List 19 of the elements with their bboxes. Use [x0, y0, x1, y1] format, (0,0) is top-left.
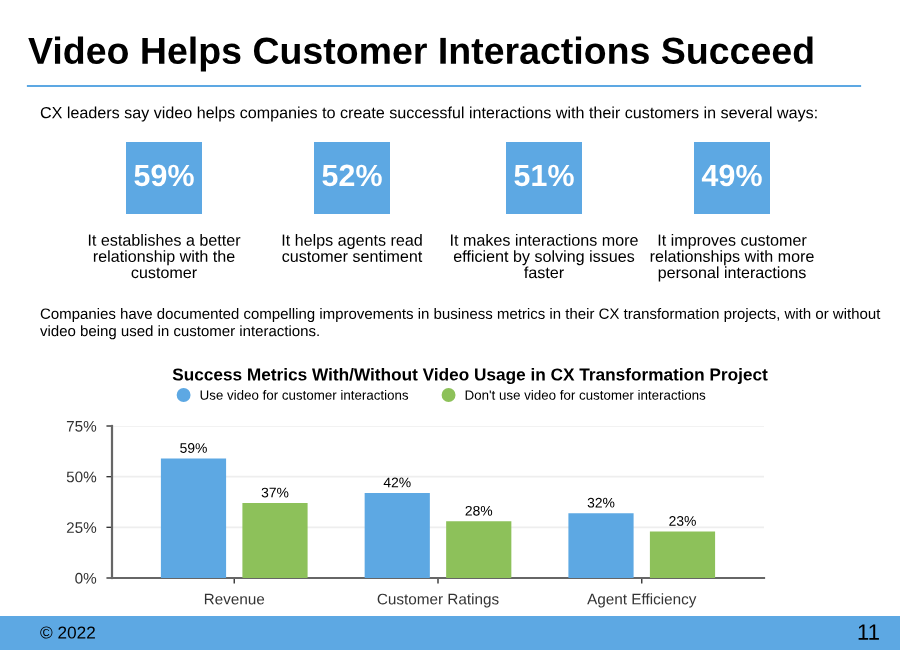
text: It makes interactions more efficient by solving issues faster [451, 234, 638, 279]
chart-title: Success Metrics With/Without Video Usage in CX Transformation Project [172, 367, 768, 385]
bar [364, 492, 430, 578]
bar [446, 521, 512, 578]
text: It establishes a better relationship with the customer [88, 234, 241, 279]
text: CX leaders say video helps companies to create successful interactions with their customers in several ways: [40, 106, 817, 122]
text: 49% [701, 164, 762, 187]
text: © 2022 [40, 626, 95, 639]
text: Video Helps Customer Interactions Succeed [28, 36, 813, 72]
text: 51% [514, 164, 574, 187]
bar [649, 531, 716, 578]
text: It improves customer relationships with more personal interactions [650, 234, 814, 282]
text: 59% [134, 164, 194, 187]
bar [242, 503, 308, 578]
text: 52% [322, 164, 382, 187]
bar [568, 513, 634, 578]
bar [160, 458, 227, 578]
text: 11 [858, 624, 879, 640]
text: It helps agents read customer sentiment [282, 234, 423, 263]
